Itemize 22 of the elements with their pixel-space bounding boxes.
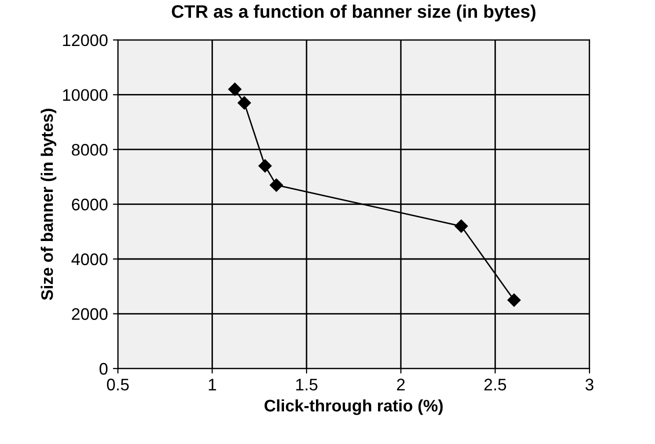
point [270, 178, 283, 192]
x-tick-label: 2 [397, 378, 405, 390]
x-tick-label: 3 [586, 378, 594, 390]
y-tick-label: 12000 [63, 34, 108, 46]
x-axis-title: Click-through ratio (%) [264, 399, 443, 415]
chart-title: CTR as a function of banner size (in bytes) [172, 4, 536, 22]
x-tick-label: 2.5 [484, 378, 506, 390]
x-tick-label: 1.5 [296, 378, 318, 390]
point [258, 159, 272, 172]
y-tick-label: 4000 [71, 253, 108, 266]
y-axis-title: Size of banner (in bytes) [40, 108, 56, 300]
y-tick-label: 10000 [63, 89, 108, 101]
point [238, 96, 251, 110]
y-tick-label: 0 [100, 362, 108, 375]
x-tick-label: 1 [208, 378, 216, 390]
x-tick-label: 0.5 [106, 378, 129, 390]
point [454, 220, 468, 233]
point [228, 82, 242, 96]
y-tick-label: 6000 [72, 198, 108, 210]
y-tick-label: 2000 [72, 308, 108, 320]
y-tick-label: 8000 [72, 144, 108, 156]
point [507, 293, 521, 307]
